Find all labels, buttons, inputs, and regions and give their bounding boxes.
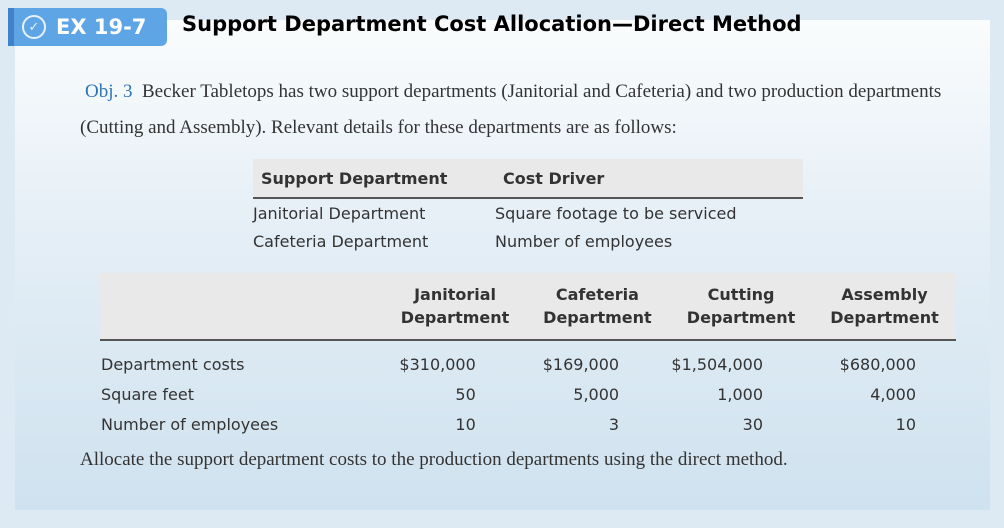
cell: Square footage to be serviced <box>495 203 737 223</box>
cell: 5,000 <box>573 384 620 404</box>
table-row: Square feet 50 5,000 1,000 4,000 <box>100 379 956 409</box>
exercise-number: EX 19-7 <box>56 15 147 39</box>
row-label: Department costs <box>101 354 245 374</box>
row-label: Square feet <box>101 384 195 404</box>
cell: 10 <box>455 414 476 434</box>
cost-driver-table: Support Department Cost Driver Janitorial… <box>253 159 803 255</box>
department-details-table: Janitorial Department Cafeteria Department… <box>100 273 956 439</box>
table-row: Cafeteria Department Number of employees <box>253 227 803 255</box>
cell: Cafeteria Department <box>253 231 429 251</box>
column-header: Cutting Department <box>669 273 814 341</box>
cell: 50 <box>455 384 476 404</box>
column-header: Cost Driver <box>495 159 803 199</box>
cell: $1,504,000 <box>671 354 764 374</box>
column-header: Assembly Department <box>813 273 956 341</box>
cell: Number of employees <box>495 231 673 251</box>
table-row: Janitorial Department Square footage to b… <box>253 198 803 227</box>
exercise-title: Support Department Cost Allocation—Direc… <box>182 12 802 36</box>
cell: 4,000 <box>870 384 916 404</box>
exercise-badge: ✓ EX 19-7 <box>8 8 167 46</box>
row-label: Number of employees <box>101 414 279 434</box>
intro-text: Becker Tabletops has two support departm… <box>80 81 942 138</box>
column-header: Support Department <box>253 159 495 199</box>
table-row: Department costs $310,000 $169,000 $1,504,0… <box>100 349 956 379</box>
instruction-text: Allocate the support department costs to… <box>80 449 788 470</box>
cell: Janitorial Department <box>253 203 426 223</box>
cell: $169,000 <box>542 354 620 374</box>
column-header: Janitorial Department <box>384 273 526 341</box>
empty-header <box>100 273 385 341</box>
cell: $680,000 <box>839 354 916 374</box>
intro-paragraph: Obj. 3 Becker Tabletops has two support … <box>80 74 960 146</box>
cell: 3 <box>608 414 620 434</box>
check-circle-icon: ✓ <box>22 15 46 39</box>
exercise-panel <box>15 20 990 510</box>
cell: 1,000 <box>717 384 764 404</box>
cell: $310,000 <box>399 354 476 374</box>
cell: 30 <box>742 414 764 434</box>
objective-link[interactable]: Obj. 3 <box>85 81 133 102</box>
cell: 10 <box>895 414 916 434</box>
table-row: Number of employees 10 3 30 10 <box>100 409 956 439</box>
column-header: Cafeteria Department <box>525 273 670 341</box>
